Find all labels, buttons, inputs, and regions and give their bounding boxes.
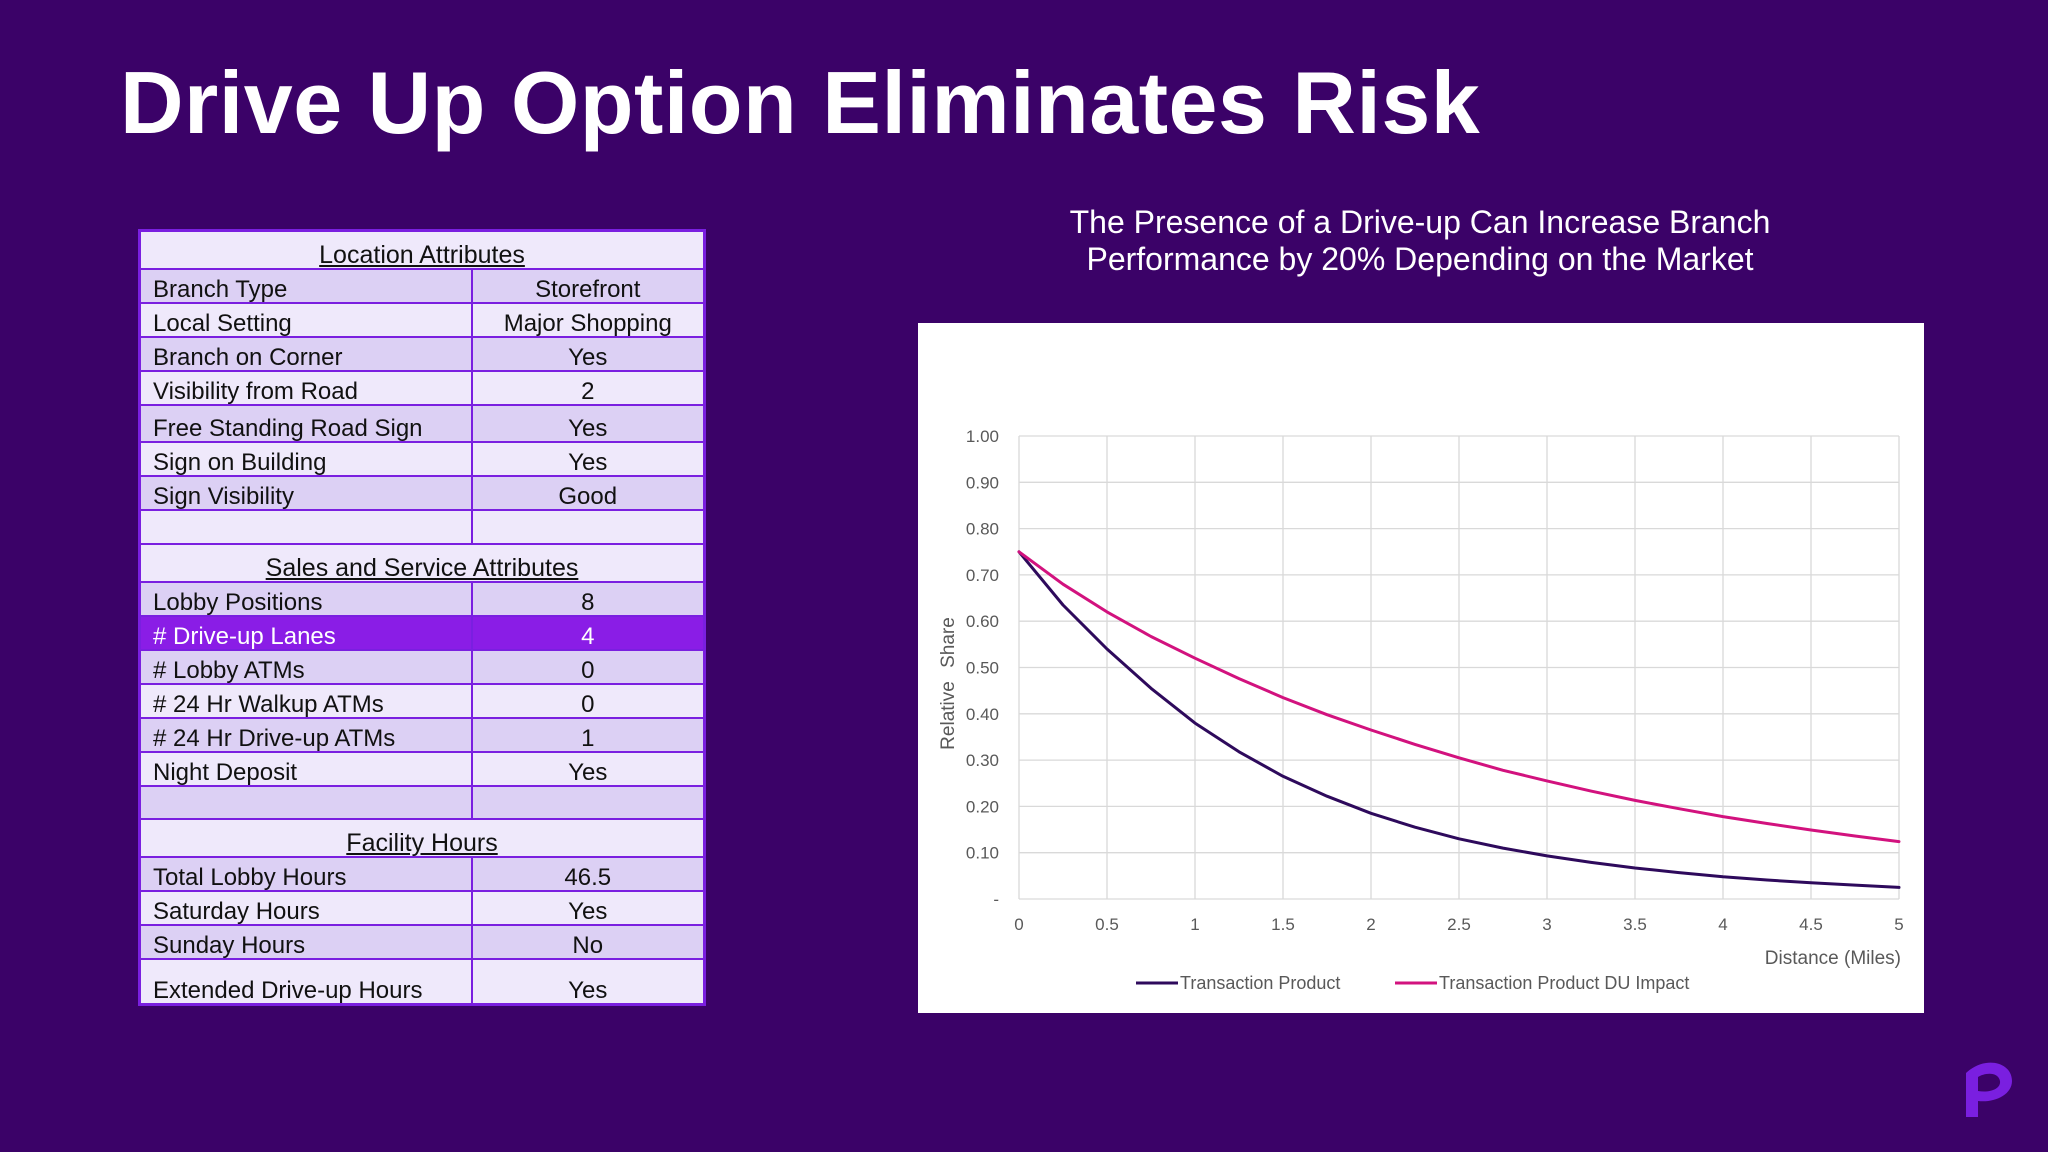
- table-row: Saturday Hours Yes: [138, 889, 706, 926]
- row-label: Lobby Positions: [138, 580, 473, 617]
- x-tick-label: 1.5: [1271, 915, 1295, 934]
- y-axis-label: Relative Share: [938, 617, 959, 750]
- x-tick-label: 3: [1542, 915, 1551, 934]
- row-label: Branch on Corner: [138, 335, 473, 372]
- chart-title: The Presence of a Drive-up Can Increase …: [920, 204, 1920, 278]
- section-header-label: Facility Hours: [138, 817, 706, 858]
- table-row: # 24 Hr Walkup ATMs 0: [138, 682, 706, 719]
- row-value: Major Shopping: [470, 301, 706, 338]
- table-row: Visibility from Road 2: [138, 369, 706, 406]
- row-value: 46.5: [470, 855, 706, 892]
- x-tick-label: 4.5: [1799, 915, 1823, 934]
- table-section-header: Location Attributes: [138, 229, 706, 270]
- chart-title-line-1: The Presence of a Drive-up Can Increase …: [1069, 204, 1771, 240]
- x-tick-label: 2: [1366, 915, 1375, 934]
- y-tick-label: 1.00: [966, 427, 999, 446]
- table-row: [138, 784, 706, 820]
- row-value: Yes: [470, 889, 706, 926]
- y-tick-label: 0.50: [966, 659, 999, 678]
- table-row: Sunday Hours No: [138, 923, 706, 960]
- row-label: Sign Visibility: [138, 474, 473, 511]
- row-value: 4: [470, 614, 706, 651]
- legend-label: Transaction Product DU Impact: [1439, 973, 1689, 993]
- x-tick-label: 0: [1014, 915, 1023, 934]
- x-tick-label: 1: [1190, 915, 1199, 934]
- series-line: [1017, 550, 1901, 889]
- row-value: No: [470, 923, 706, 960]
- row-label: Visibility from Road: [138, 369, 473, 406]
- table-row: Night Deposit Yes: [138, 750, 706, 787]
- x-axis-label: Distance (Miles): [1765, 948, 1901, 969]
- row-value: Yes: [470, 957, 706, 1006]
- table-row: Local Setting Major Shopping: [138, 301, 706, 338]
- table-section-header: Sales and Service Attributes: [138, 542, 706, 583]
- table-row: # 24 Hr Drive-up ATMs 1: [138, 716, 706, 753]
- series-line: [1017, 550, 1901, 844]
- row-label: # 24 Hr Walkup ATMs: [138, 682, 473, 719]
- row-value: 8: [470, 580, 706, 617]
- row-value: Yes: [470, 335, 706, 372]
- attributes-table: Location Attributes Branch Type Storefront…: [138, 229, 707, 1006]
- table-row: Free Standing Road Sign Yes: [138, 403, 706, 443]
- row-label: Saturday Hours: [138, 889, 473, 926]
- y-tick-label: -: [993, 890, 999, 909]
- row-label: # 24 Hr Drive-up ATMs: [138, 716, 473, 753]
- table-row: Lobby Positions 8: [138, 580, 706, 617]
- row-label: Night Deposit: [138, 750, 473, 787]
- row-value: Yes: [470, 403, 706, 443]
- row-label: Branch Type: [138, 267, 473, 304]
- line-chart: -0.10 0.20 0.30 0.40 0.50 0.60 0.70 0.80 0.90 1.0…: [918, 323, 1924, 1013]
- y-tick-label: 0.60: [966, 612, 999, 631]
- table-row: Branch on Corner Yes: [138, 335, 706, 372]
- row-label: [138, 784, 473, 820]
- row-label: Extended Drive-up Hours: [138, 957, 473, 1006]
- row-label: # Drive-up Lanes: [138, 614, 473, 651]
- row-label: Local Setting: [138, 301, 473, 338]
- row-label: [138, 508, 473, 545]
- x-tick-label: 5: [1894, 915, 1903, 934]
- x-tick-label: 4: [1718, 915, 1727, 934]
- row-value: [470, 784, 706, 820]
- chart-svg: -0.100.200.300.400.500.600.700.800.901.0…: [938, 427, 1904, 993]
- x-tick-label: 2.5: [1447, 915, 1471, 934]
- row-value: Yes: [470, 440, 706, 477]
- row-value: Good: [470, 474, 706, 511]
- table-row: Total Lobby Hours 46.5: [138, 855, 706, 892]
- y-tick-label: 0.90: [966, 473, 999, 492]
- y-tick-label: 0.40: [966, 705, 999, 724]
- table-row: # Lobby ATMs 0: [138, 648, 706, 685]
- row-value: 2: [470, 369, 706, 406]
- y-tick-label: 0.30: [966, 751, 999, 770]
- table-row: Sign Visibility Good: [138, 474, 706, 511]
- y-tick-label: 0.10: [966, 844, 999, 863]
- y-tick-label: 0.70: [966, 566, 999, 585]
- row-label: # Lobby ATMs: [138, 648, 473, 685]
- x-tick-label: 3.5: [1623, 915, 1647, 934]
- table-row: Sign on Building Yes: [138, 440, 706, 477]
- row-label: Sign on Building: [138, 440, 473, 477]
- row-value: Yes: [470, 750, 706, 787]
- table-row: # Drive-up Lanes 4: [138, 614, 706, 651]
- table-row: [138, 508, 706, 545]
- row-value: Storefront: [470, 267, 706, 304]
- table-row: Branch Type Storefront: [138, 267, 706, 304]
- page-title: Drive Up Option Eliminates Risk: [120, 53, 1481, 152]
- row-value: 0: [470, 648, 706, 685]
- row-value: 1: [470, 716, 706, 753]
- table-section-header: Facility Hours: [138, 817, 706, 858]
- y-tick-label: 0.20: [966, 797, 999, 816]
- row-label: Total Lobby Hours: [138, 855, 473, 892]
- row-label: Free Standing Road Sign: [138, 403, 473, 443]
- table-row: Extended Drive-up Hours Yes: [138, 957, 706, 1006]
- row-label: Sunday Hours: [138, 923, 473, 960]
- legend-label: Transaction Product: [1180, 973, 1340, 993]
- brand-logo-icon: [1964, 1061, 2014, 1119]
- chart-title-line-2: Performance by 20% Depending on the Mark…: [1086, 241, 1754, 277]
- row-value: [470, 508, 706, 545]
- y-tick-label: 0.80: [966, 520, 999, 539]
- section-header-label: Sales and Service Attributes: [138, 542, 706, 583]
- x-tick-label: 0.5: [1095, 915, 1119, 934]
- section-header-label: Location Attributes: [138, 229, 706, 270]
- row-value: 0: [470, 682, 706, 719]
